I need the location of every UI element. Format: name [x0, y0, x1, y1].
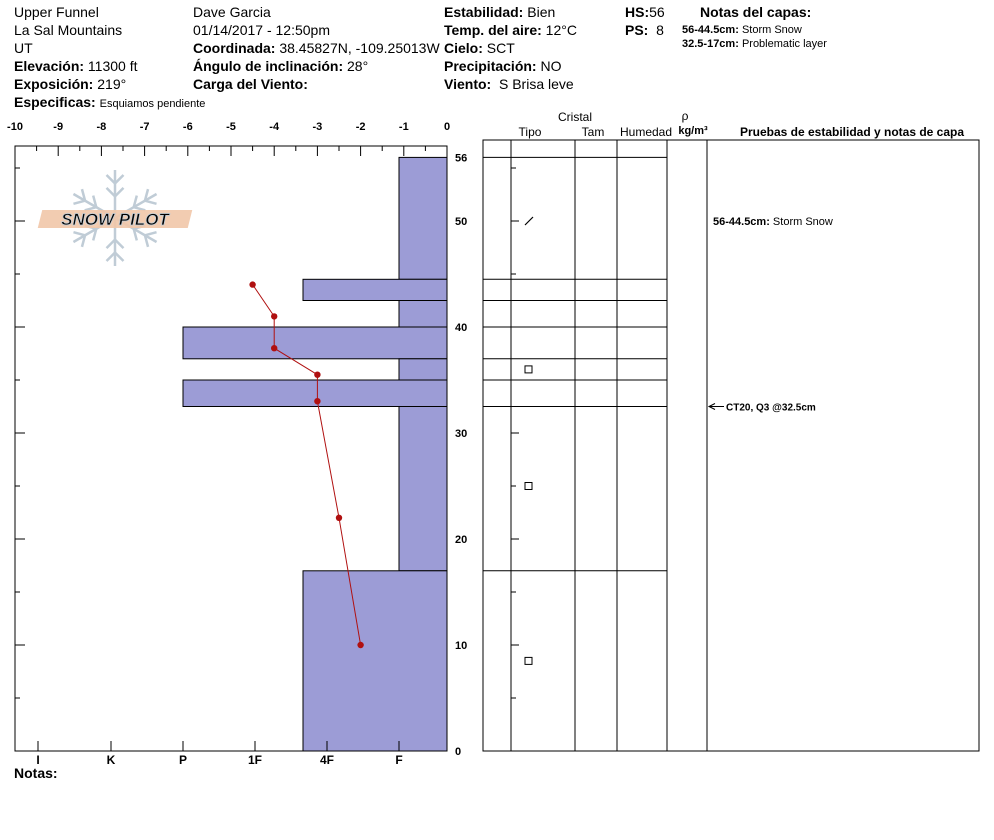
hardness-bar: [302, 278, 448, 301]
logo-text: SNOW PILOT: [61, 210, 170, 229]
layer-notes-list: 56-44.5cm: Storm Snow 32.5-17cm: Problem…: [682, 23, 827, 51]
temp-tick-label: -2: [356, 121, 366, 133]
right-panel-border: [482, 139, 980, 752]
temp-point: [314, 398, 321, 405]
hardness-bar: [398, 358, 448, 381]
temp-tick-label: 0: [444, 121, 450, 133]
temp-tick-label: -4: [269, 121, 280, 133]
temp-tick-label: -5: [226, 121, 236, 133]
temp-point: [271, 345, 278, 352]
temperature-profile: [249, 281, 364, 649]
temp-point: [249, 281, 256, 288]
depth-tick-label: 10: [455, 640, 467, 652]
col-header-tipo: Tipo: [519, 125, 542, 139]
column-dividers: [510, 140, 708, 751]
depth-tick-label: 30: [455, 428, 467, 440]
hardness-tick-label: 4F: [320, 753, 334, 767]
layer-note: 32.5-17cm: Problematic layer: [682, 38, 827, 50]
crystal-symbols: [524, 216, 534, 665]
wind: Viento: S Brisa leve: [444, 76, 574, 92]
header-middle: Dave Garcia 01/14/2017 - 12:50pm Coordin…: [193, 3, 440, 93]
depth-tick-label: 0: [455, 746, 461, 758]
temp-tick-label: -8: [97, 121, 107, 133]
temperature-axis: -10 -9 -8 -7 -6 -5 -4 -3 -2 -1 0: [7, 121, 450, 156]
temp-point: [314, 371, 321, 378]
hardness-tick-label: P: [179, 753, 187, 767]
hardness-tick-label: F: [395, 753, 402, 767]
layer-annotations: 56-44.5cm: Storm Snow CT20, Q3 @32.5cm: [707, 216, 833, 414]
snow-pilot-logo: SNOW PILOT: [37, 170, 193, 266]
hardness-axis: I K P 1F 4F F: [36, 741, 403, 767]
hardness-tick-label: K: [107, 753, 116, 767]
header-depths: HS:56 PS: 8: [625, 3, 665, 39]
col-header-humedad: Humedad: [620, 125, 672, 139]
hardness-bar: [182, 326, 448, 360]
layer-annotation: 56-44.5cm: Storm Snow: [713, 216, 833, 228]
elevation: Elevación: 11300 ft: [14, 58, 138, 74]
hardness-tick-label: I: [36, 753, 39, 767]
layer-note: 56-44.5cm: Storm Snow: [682, 24, 802, 36]
stability: Estabilidad: Bien: [444, 4, 556, 20]
layer-notes-title: Notas del capas:: [700, 4, 812, 20]
depth-tick-label: 40: [455, 322, 467, 334]
hardness-bar: [398, 406, 448, 572]
temp-tick-label: -7: [140, 121, 150, 133]
col-header-cristal: Cristal: [558, 110, 592, 124]
depth-axis: 56 50 40 30 20 10 0: [15, 152, 467, 758]
depth-tick-label: 56: [455, 152, 467, 164]
col-header-rho: ρ: [682, 109, 689, 123]
notes-label: Notas:: [14, 765, 58, 781]
faceted-crystal-symbol: [524, 365, 533, 374]
wind-load: Carga del Viento:: [193, 76, 308, 92]
header-weather: Estabilidad: Bien Temp. del aire: 12°C C…: [444, 3, 577, 93]
hardness-bar: [302, 570, 448, 752]
temp-point: [357, 641, 364, 649]
hardness-bar: [398, 156, 448, 280]
temp-tick-label: -10: [7, 121, 23, 133]
faceted-crystal-symbol: [524, 482, 533, 490]
stability-test-arrowhead: [707, 403, 716, 410]
depth-tick-label: 50: [455, 216, 467, 228]
layer-boundaries: [483, 156, 667, 572]
precipitation: Precipitación: NO: [444, 58, 562, 74]
total-snow-height: HS:56: [625, 4, 665, 20]
observer-name: Dave Garcia: [193, 4, 271, 20]
aspect: Exposición: 219°: [14, 76, 127, 92]
temp-point: [271, 313, 278, 320]
layer-annotation-range: 56-44.5cm:: [713, 216, 770, 228]
col-header-tam: Tam: [582, 125, 605, 139]
penetration: PS: 8: [625, 22, 664, 38]
coordinates: Coordinada: 38.45827N, -109.25013W: [193, 40, 440, 56]
layer-annotation-text: Storm Snow: [770, 216, 833, 228]
hardness-bar: [398, 300, 448, 328]
hardness-layers: [182, 156, 448, 752]
observation-datetime: 01/14/2017 - 12:50pm: [193, 22, 330, 38]
specifics: Especificas: Esquiamos pendiente: [14, 94, 206, 110]
range-name: La Sal Mountains: [14, 22, 123, 38]
col-header-density-unit: kg/m³: [678, 125, 708, 137]
faceted-crystal-symbol: [524, 656, 533, 665]
sky-cover: Cielo: SCT: [444, 40, 515, 56]
temp-point: [335, 514, 343, 521]
location-name: Upper Funnel: [14, 4, 99, 20]
slope-angle: Ángulo de inclinación: 28°: [193, 58, 369, 74]
stability-test-label: CT20, Q3 @32.5cm: [726, 403, 816, 414]
air-temperature: Temp. del aire: 12°C: [444, 22, 577, 38]
header-left: Upper Funnel La Sal Mountains UT Elevaci…: [14, 3, 205, 113]
col-header-tests: Pruebas de estabilidad y notas de capa: [740, 125, 964, 139]
temp-tick-label: -6: [183, 121, 193, 133]
temp-tick-label: -1: [399, 121, 409, 133]
temp-tick-label: -3: [313, 121, 323, 133]
temp-tick-label: -9: [53, 121, 63, 133]
right-depth-ticks: [511, 167, 519, 699]
depth-tick-label: 20: [455, 534, 467, 546]
state-name: UT: [14, 40, 33, 56]
header-layer-notes: Notas del capas:: [700, 3, 811, 21]
hardness-tick-label: 1F: [248, 753, 262, 767]
decomposing-crystal-symbol: [524, 216, 534, 226]
